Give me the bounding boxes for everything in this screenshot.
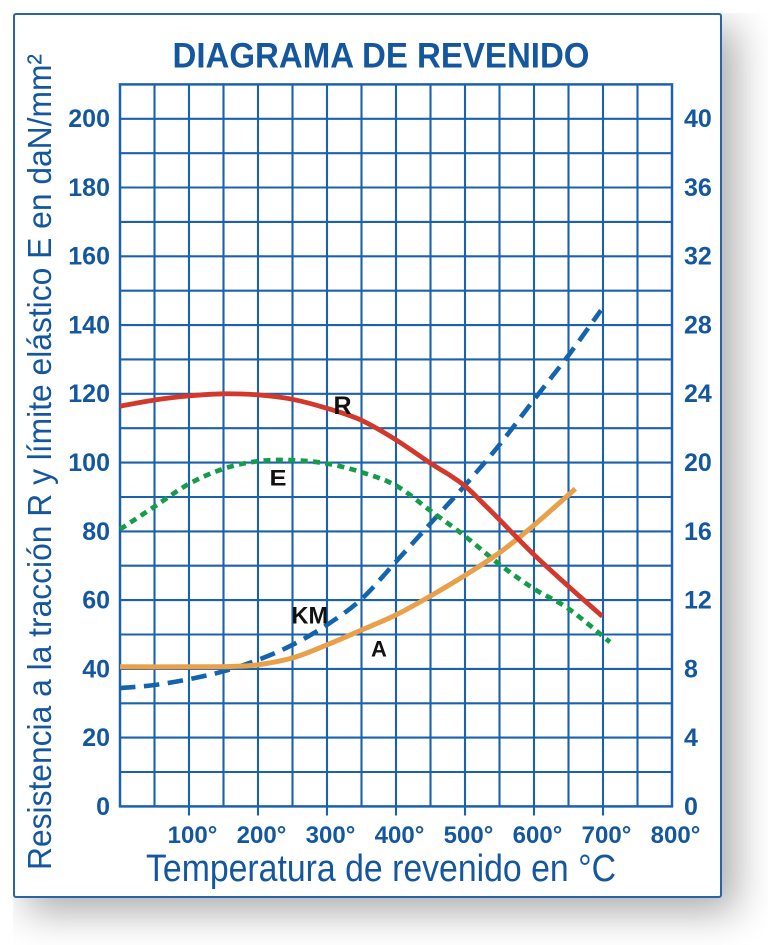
svg-text:40: 40 bbox=[684, 105, 712, 133]
svg-text:28: 28 bbox=[684, 312, 712, 340]
svg-text:600°: 600° bbox=[513, 822, 563, 849]
svg-text:160: 160 bbox=[68, 243, 110, 271]
svg-text:200: 200 bbox=[68, 105, 110, 133]
svg-text:40: 40 bbox=[82, 655, 110, 683]
svg-text:100: 100 bbox=[68, 449, 110, 477]
svg-text:80: 80 bbox=[82, 518, 110, 546]
svg-text:200°: 200° bbox=[237, 822, 287, 849]
svg-text:60: 60 bbox=[82, 587, 110, 615]
svg-text:Resistencia a la tracción R y: Resistencia a la tracción R y límite elá… bbox=[22, 54, 59, 870]
svg-text:0: 0 bbox=[684, 793, 698, 821]
svg-text:36: 36 bbox=[684, 174, 712, 202]
svg-text:8: 8 bbox=[684, 655, 698, 683]
svg-text:140: 140 bbox=[68, 312, 110, 340]
svg-text:20: 20 bbox=[684, 449, 712, 477]
svg-text:KM: KM bbox=[292, 603, 329, 630]
svg-text:700°: 700° bbox=[582, 822, 632, 849]
svg-text:400°: 400° bbox=[375, 822, 425, 849]
svg-text:4: 4 bbox=[684, 724, 698, 752]
svg-text:Temperatura de revenido en °C: Temperatura de revenido en °C bbox=[146, 848, 616, 890]
svg-text:20: 20 bbox=[82, 724, 110, 752]
svg-text:120: 120 bbox=[68, 380, 110, 408]
svg-text:180: 180 bbox=[68, 174, 110, 202]
svg-text:100°: 100° bbox=[168, 822, 218, 849]
svg-text:DIAGRAMA DE REVENIDO: DIAGRAMA DE REVENIDO bbox=[173, 37, 590, 76]
svg-text:R: R bbox=[334, 392, 352, 420]
svg-text:32: 32 bbox=[684, 243, 712, 271]
svg-text:A: A bbox=[371, 637, 387, 662]
svg-text:12: 12 bbox=[684, 587, 712, 615]
svg-text:500°: 500° bbox=[444, 822, 494, 849]
svg-text:24: 24 bbox=[684, 380, 712, 408]
svg-text:300°: 300° bbox=[306, 822, 356, 849]
svg-text:16: 16 bbox=[684, 518, 712, 546]
svg-text:800°: 800° bbox=[651, 822, 701, 849]
svg-text:E: E bbox=[270, 466, 287, 491]
svg-text:0: 0 bbox=[96, 793, 110, 821]
